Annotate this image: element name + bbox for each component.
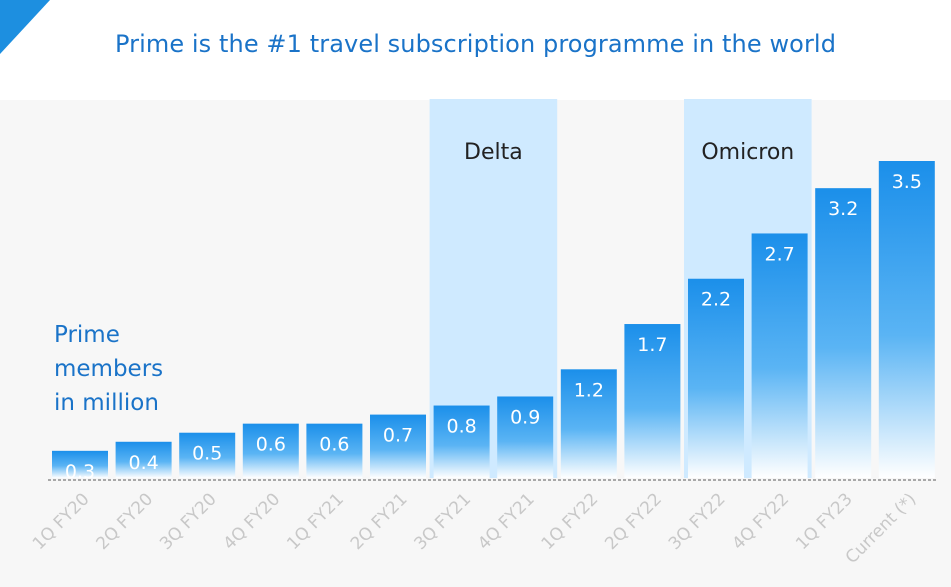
value-labels: 0.3 0.4 0.5 0.6 0.6 0.7 0.8 0.9 1.2 1.7 2.2 2.7 3.2 3…	[65, 171, 922, 483]
value-label-6: 0.8	[446, 416, 476, 438]
x-tick-label-8: 1Q FY22	[538, 489, 603, 554]
bar-7	[497, 396, 554, 478]
value-label-7: 0.9	[510, 406, 540, 428]
x-tick-label-6: 3Q FY21	[411, 489, 476, 554]
header-bar: Prime is the #1 travel subscription prog…	[0, 0, 951, 100]
value-label-1: 0.4	[128, 452, 158, 474]
x-tick-label-9: 2Q FY22	[601, 489, 666, 554]
value-label-0: 0.3	[65, 461, 95, 483]
bar-12	[815, 188, 872, 478]
y-axis-label-line-1: Prime	[54, 322, 120, 348]
x-tick-label-12: 1Q FY23	[792, 489, 857, 554]
value-label-13: 3.5	[892, 171, 922, 193]
bar-13	[878, 161, 935, 478]
x-tick-label-11: 4Q FY22	[729, 489, 794, 554]
x-tick-label-10: 3Q FY22	[665, 489, 730, 554]
value-label-2: 0.5	[192, 443, 222, 465]
x-tick-label-1: 2Q FY20	[93, 489, 158, 554]
bar-8	[560, 369, 617, 478]
corner-accent	[0, 0, 50, 54]
chart-title: Prime is the #1 travel subscription prog…	[114, 30, 837, 58]
bar-10	[688, 278, 744, 478]
bar-9	[624, 324, 681, 478]
value-label-3: 0.6	[256, 434, 286, 456]
bar-5	[370, 414, 426, 478]
x-tick-label-0: 1Q FY20	[29, 489, 94, 554]
bar-4	[306, 423, 363, 478]
x-tick-label-5: 2Q FY21	[347, 489, 412, 554]
x-tick-label-3: 4Q FY20	[220, 489, 285, 554]
value-label-12: 3.2	[828, 198, 858, 220]
y-axis-label-line-2: members	[54, 356, 163, 382]
bar-1	[115, 441, 172, 478]
bar-6	[433, 405, 490, 478]
band-label-omicron: Omicron	[701, 140, 794, 165]
bar-2	[179, 432, 236, 478]
value-label-4: 0.6	[319, 434, 349, 456]
value-label-8: 1.2	[574, 379, 604, 401]
bar-0	[52, 450, 108, 478]
value-label-11: 2.7	[764, 243, 794, 265]
bar-3	[242, 423, 299, 478]
x-tick-label-7: 4Q FY21	[474, 489, 539, 554]
x-tick-label-4: 1Q FY21	[283, 489, 348, 554]
value-label-5: 0.7	[383, 425, 413, 447]
bar-11	[751, 233, 808, 478]
y-axis-label-line-3: in million	[54, 390, 159, 416]
value-label-9: 1.7	[637, 334, 667, 356]
band-labels: Delta Omicron	[464, 140, 794, 165]
bars	[52, 161, 935, 478]
band-label-delta: Delta	[464, 140, 523, 165]
value-label-10: 2.2	[701, 289, 731, 311]
x-tick-label-2: 3Q FY20	[156, 489, 221, 554]
